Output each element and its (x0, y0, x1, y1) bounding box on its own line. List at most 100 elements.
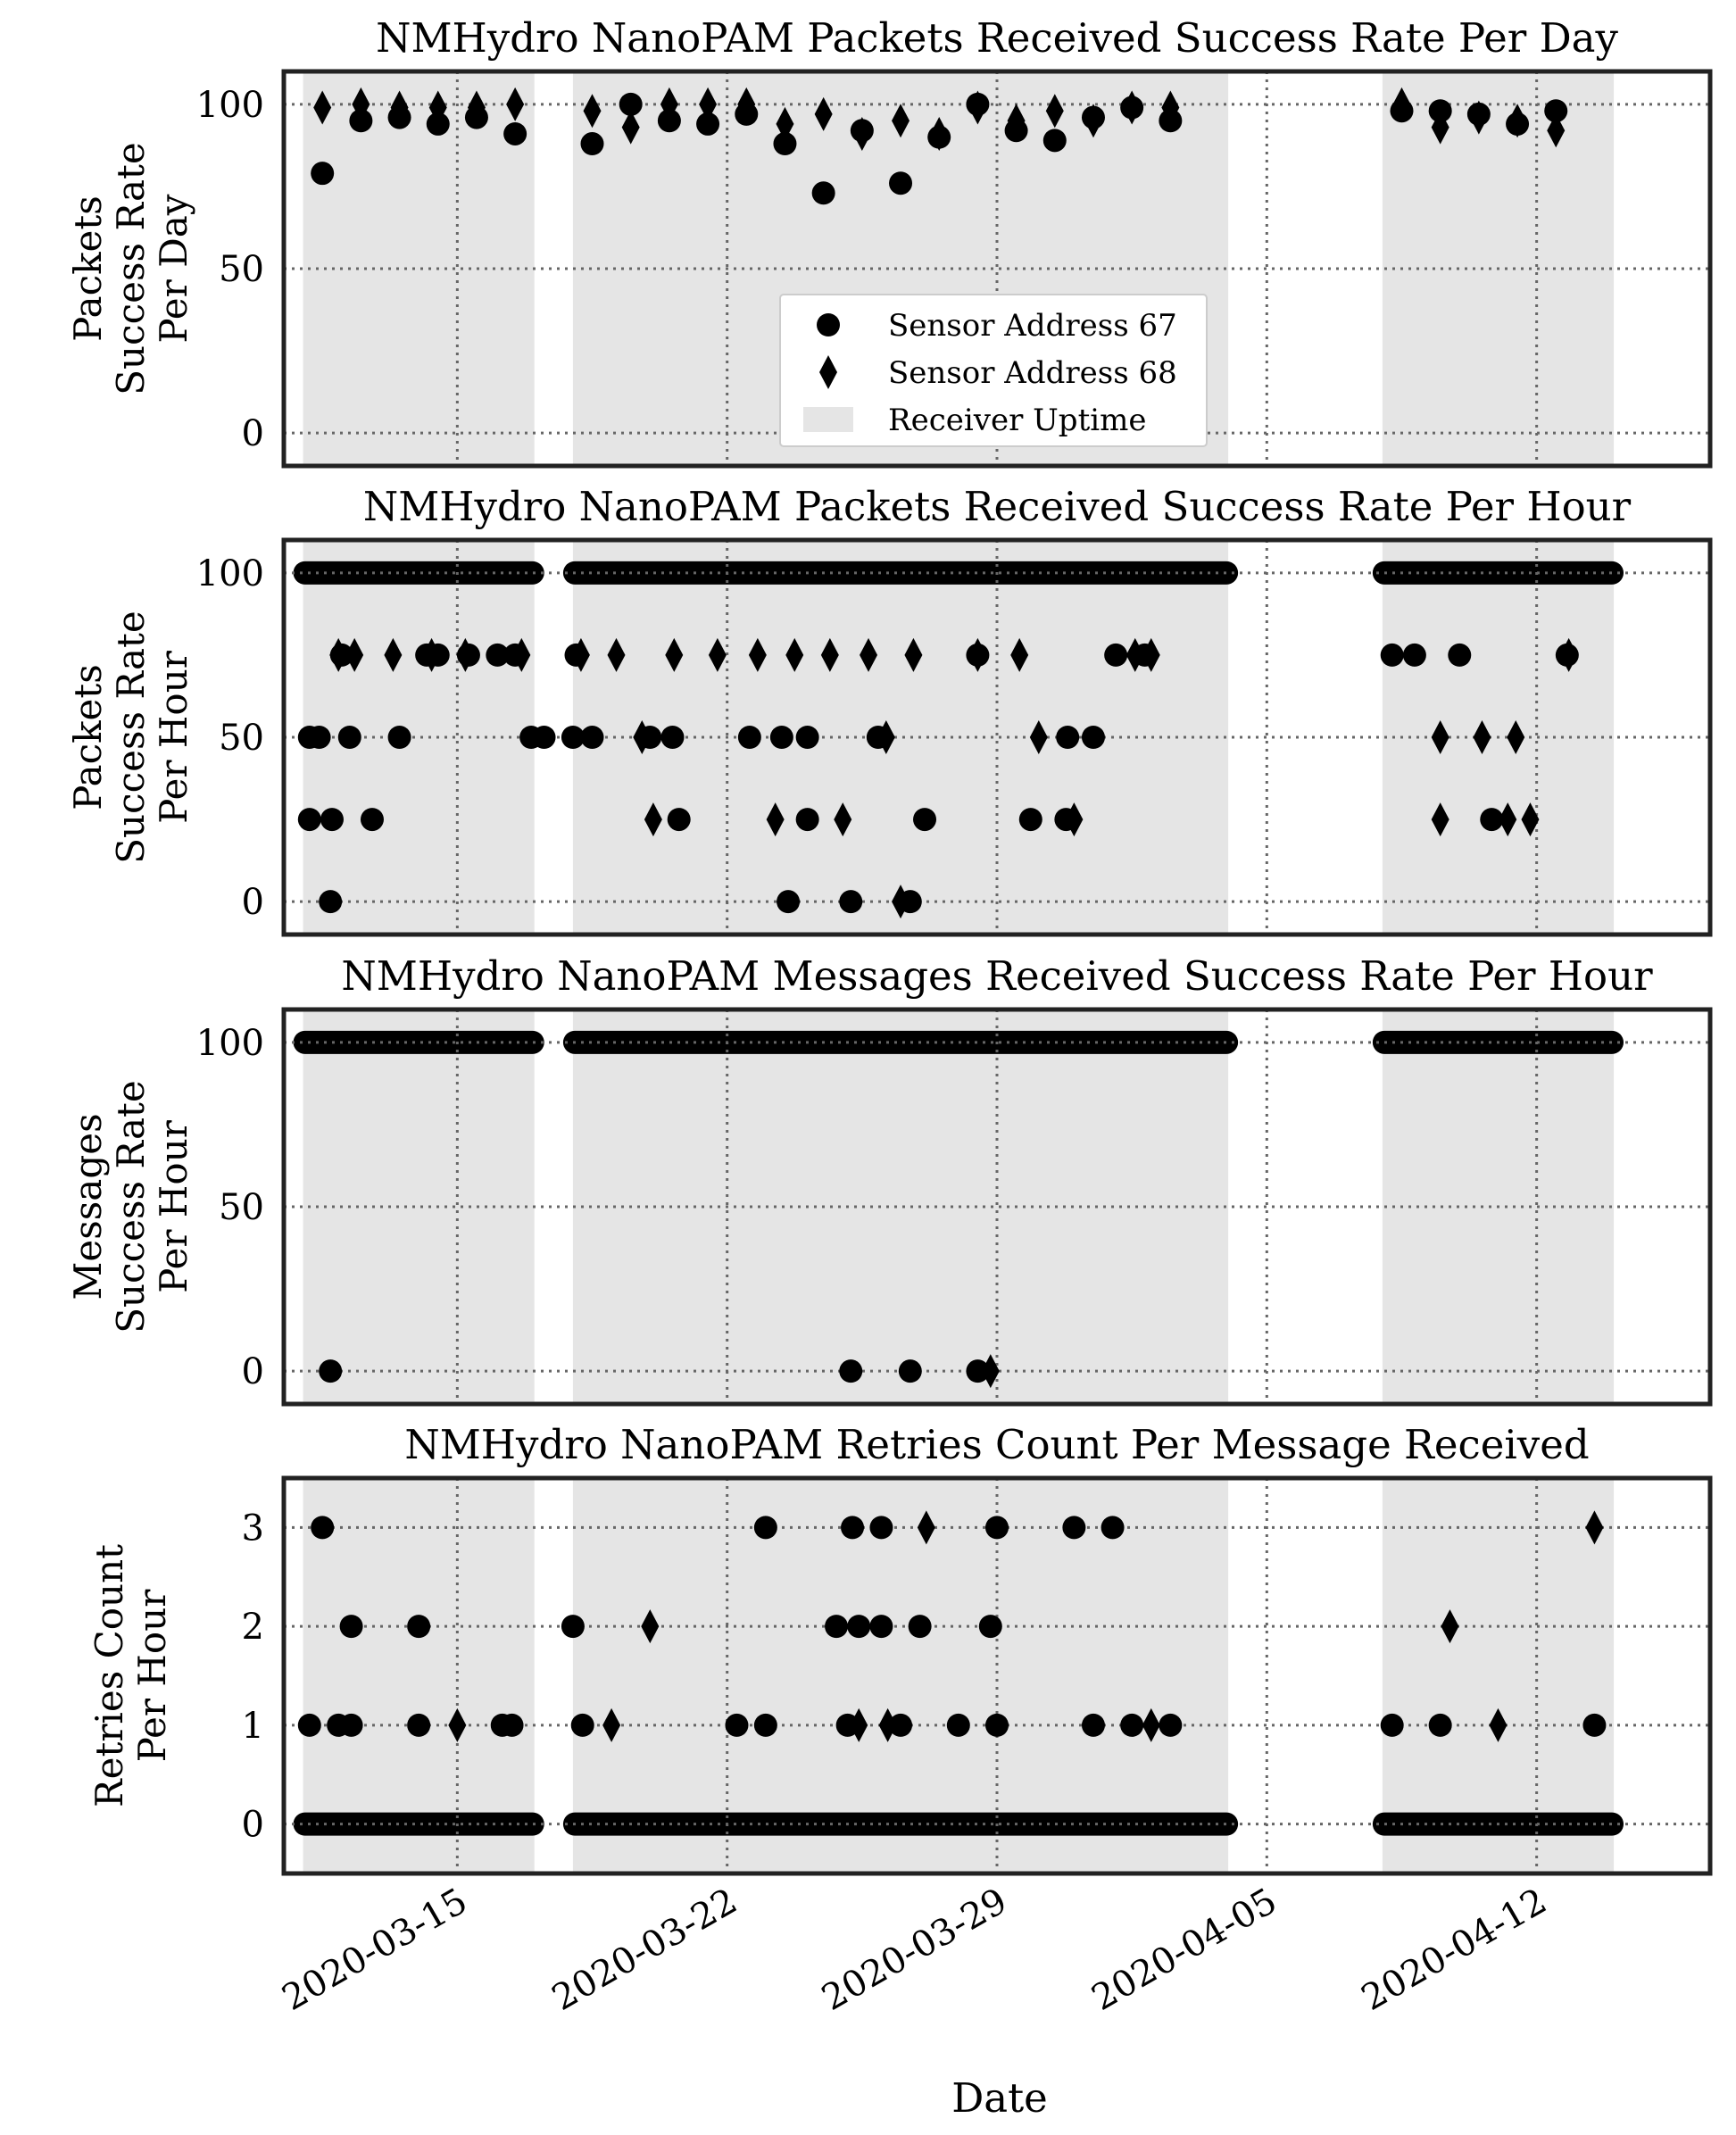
y-axis-label: Per Hour (152, 1119, 195, 1293)
point-sensor-address-67 (339, 1713, 363, 1737)
point-sensor-address-68 (456, 637, 475, 672)
panel-title: NMHydro NanoPAM Packets Received Success… (376, 14, 1618, 62)
point-sensor-address-67 (320, 808, 344, 832)
point-sensor-address-68 (583, 94, 602, 129)
point-sensor-address-67 (561, 1615, 585, 1639)
point-sensor-address-68 (1441, 1609, 1459, 1644)
point-sensor-address-67 (500, 1713, 524, 1737)
point-sensor-address-68 (1508, 104, 1527, 138)
point-sensor-address-67 (1380, 1713, 1404, 1737)
axes-frame (281, 69, 1713, 469)
point-sensor-address-67 (532, 726, 556, 749)
y-axis-label: Success Rate (109, 1080, 153, 1333)
point-sensor-address-68 (1473, 720, 1491, 754)
point-sensor-address-68 (329, 637, 348, 672)
point-sensor-address-68 (1125, 637, 1144, 672)
point-sensor-address-68 (621, 110, 640, 145)
uptime-band (303, 540, 535, 935)
point-sensor-address-68 (1123, 90, 1142, 125)
point-sensor-address-67 (387, 726, 411, 749)
panel-title: NMHydro NanoPAM Retries Count Per Messag… (404, 1421, 1589, 1468)
point-sensor-address-68 (1142, 1707, 1160, 1742)
y-tick-label: 50 (219, 249, 264, 290)
point-sensor-address-68 (852, 116, 871, 151)
point-sensor-address-67 (898, 1359, 922, 1383)
point-sensor-address-68 (390, 90, 409, 125)
y-tick-label: 0 (242, 1805, 264, 1846)
y-tick-label: 0 (242, 882, 264, 923)
point-sensor-address-68 (834, 802, 852, 837)
point-sensor-address-67 (486, 643, 510, 667)
axes-frame (281, 1475, 1713, 1876)
point-sensor-address-67 (1120, 1713, 1144, 1737)
point-sensor-address-68 (512, 637, 531, 672)
point-sensor-address-68 (1392, 87, 1411, 121)
point-sensor-address-68 (1161, 90, 1180, 125)
legend-label: Sensor Address 68 (888, 355, 1177, 391)
point-sensor-address-68 (892, 104, 910, 138)
point-sensor-address-67 (753, 1713, 777, 1737)
point-sensor-address-68 (602, 1707, 621, 1742)
point-sensor-address-67 (946, 1713, 970, 1737)
point-sensor-address-68 (1489, 1707, 1508, 1742)
point-sensor-address-68 (641, 1609, 660, 1644)
y-tick-label: 1 (242, 1706, 264, 1747)
point-sensor-address-68 (345, 637, 364, 672)
point-sensor-address-68 (571, 637, 590, 672)
x-axis-label: Date (951, 2074, 1048, 2122)
y-tick-label: 2 (242, 1607, 264, 1648)
point-sensor-address-68 (1084, 104, 1102, 138)
point-sensor-address-67 (1480, 808, 1504, 832)
point-sensor-address-67 (869, 1516, 893, 1540)
point-sensor-address-68 (1010, 637, 1029, 672)
point-sensor-address-68 (1007, 104, 1026, 138)
point-sensor-address-67 (725, 1713, 749, 1737)
point-sensor-address-67 (869, 1615, 893, 1639)
x-axis-tick-labels: 2020-03-15 2020-03-22 2020-03-29 2020-04-05… (276, 1881, 1554, 2019)
uptime-band (303, 1478, 535, 1873)
point-sensor-address-67 (839, 890, 863, 914)
point-sensor-address-67 (795, 808, 819, 832)
axes-frame (281, 1007, 1713, 1407)
point-sensor-address-68 (607, 637, 626, 672)
point-sensor-address-68 (384, 637, 403, 672)
point-sensor-address-68 (660, 87, 678, 121)
point-sensor-address-68 (820, 637, 839, 672)
point-sensor-address-68 (1431, 110, 1449, 145)
uptime-band (303, 71, 535, 466)
y-tick-label: 0 (242, 1351, 264, 1392)
legend-diamond-marker (819, 355, 837, 389)
x-tick-label: 2020-03-29 (815, 1881, 1014, 2019)
point-sensor-address-68 (422, 637, 441, 672)
point-sensor-address-67 (407, 1615, 431, 1639)
legend-uptime-patch (803, 407, 853, 432)
point-sensor-address-67 (307, 726, 331, 749)
y-axis-label: Packets (66, 195, 110, 342)
y-axis-label: Per Day (152, 194, 195, 343)
point-sensor-address-67 (619, 92, 643, 116)
point-sensor-address-67 (889, 1713, 913, 1737)
panels: 0 50 1 0 0 NMHydro NanoPAM Packets Received S… (66, 14, 1713, 1876)
point-sensor-address-67 (1428, 1713, 1452, 1737)
point-sensor-address-68 (1431, 802, 1449, 837)
panel-retries-per-message: 0 1 2 3 NMHydro NanoPAM Retries Count Per Me… (87, 1421, 1713, 1876)
point-sensor-address-67 (847, 1615, 871, 1639)
point-sensor-address-67 (660, 726, 685, 749)
point-sensor-address-67 (966, 1359, 990, 1383)
point-sensor-address-67 (773, 132, 797, 156)
point-sensor-address-67 (580, 726, 604, 749)
panel-title: NMHydro NanoPAM Packets Received Success… (363, 483, 1632, 530)
y-tick-label: 3 (242, 1508, 264, 1549)
point-sensor-address-67 (580, 132, 604, 156)
point-sensor-address-67 (753, 1516, 777, 1540)
point-sensor-address-67 (908, 1615, 932, 1639)
point-sensor-address-67 (811, 181, 835, 205)
y-axis-label: Per Hour (130, 1589, 174, 1763)
point-sensor-address-68 (313, 90, 332, 125)
point-sensor-address-67 (339, 1615, 363, 1639)
point-sensor-address-67 (777, 890, 801, 914)
point-sensor-address-68 (1065, 802, 1084, 837)
panel-title: NMHydro NanoPAM Messages Received Succes… (341, 952, 1653, 1000)
point-sensor-address-67 (1448, 643, 1472, 667)
